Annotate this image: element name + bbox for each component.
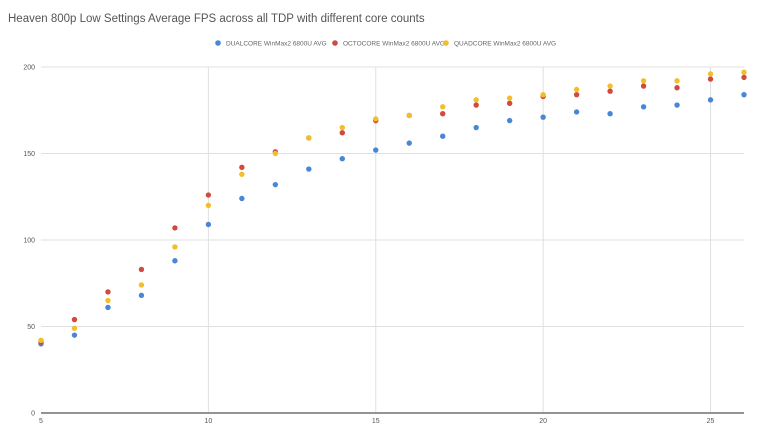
data-point-series-0: [172, 258, 178, 264]
data-point-series-0: [506, 117, 513, 124]
data-point-series-0: [440, 133, 446, 139]
legend-label: OCTOCORE WinMax2 6800U AVG: [343, 40, 445, 47]
data-point-series-0: [607, 111, 613, 117]
data-point-series-2: [71, 325, 78, 331]
legend-marker: [443, 40, 449, 46]
y-tick-label: 0: [31, 411, 35, 418]
data-point-series-1: [573, 91, 580, 98]
data-point-series-2: [674, 78, 680, 84]
data-point-series-2: [640, 78, 647, 84]
data-point-series-0: [138, 292, 145, 299]
data-point-series-1: [741, 74, 747, 81]
data-point-series-1: [506, 100, 513, 107]
data-point-series-0: [239, 195, 245, 202]
data-point-series-0: [71, 332, 78, 338]
data-point-series-2: [105, 297, 111, 304]
data-point-series-1: [440, 111, 446, 117]
data-point-series-1: [707, 76, 714, 82]
chart-title: Heaven 800p Low Settings Average FPS acr…: [8, 13, 425, 25]
legend-label: QUADCORE WinMax2 6800U AVG: [454, 40, 556, 47]
data-point-series-1: [172, 225, 178, 231]
data-point-series-1: [339, 130, 345, 136]
data-point-series-0: [741, 91, 747, 98]
data-point-series-0: [406, 140, 412, 146]
data-point-series-1: [674, 85, 680, 91]
data-point-series-0: [707, 97, 714, 103]
data-point-series-2: [573, 86, 580, 93]
data-point-series-1: [607, 88, 613, 94]
data-point-series-2: [506, 95, 513, 101]
data-point-series-1: [71, 316, 78, 323]
x-tick-label: 20: [539, 418, 547, 425]
data-point-series-0: [573, 109, 580, 115]
data-point-series-2: [373, 116, 379, 122]
data-point-series-1: [640, 83, 647, 89]
data-point-series-2: [38, 337, 44, 344]
data-point-series-0: [339, 155, 345, 162]
data-point-series-0: [373, 147, 379, 153]
data-points: [38, 69, 747, 347]
axes: 0 50 100 150 200 5 10 15 20 25: [23, 65, 744, 425]
data-point-series-0: [306, 166, 312, 172]
legend-marker: [332, 40, 338, 46]
y-tick-label: 50: [27, 324, 35, 331]
legend-marker: [215, 40, 221, 46]
data-point-series-2: [473, 97, 479, 103]
y-tick-label: 150: [23, 151, 35, 158]
data-point-series-1: [239, 164, 245, 171]
data-point-series-1: [205, 192, 212, 198]
data-point-series-2: [440, 104, 446, 110]
data-point-series-0: [540, 114, 546, 120]
y-tick-label: 200: [23, 65, 35, 72]
x-tick-label: 25: [707, 418, 715, 425]
data-point-series-0: [272, 181, 279, 188]
data-point-series-2: [272, 150, 279, 157]
data-point-series-1: [473, 102, 479, 108]
data-point-series-2: [172, 244, 178, 250]
data-point-series-0: [473, 124, 479, 131]
data-point-series-2: [138, 282, 145, 288]
data-point-series-0: [105, 304, 111, 311]
x-tick-label: 5: [39, 418, 43, 425]
data-point-series-1: [105, 289, 111, 295]
x-tick-label: 15: [372, 418, 380, 425]
x-tick-label: 10: [204, 418, 212, 425]
data-point-series-2: [205, 202, 212, 209]
data-point-series-0: [205, 221, 212, 228]
grid: [41, 66, 744, 413]
data-point-series-2: [607, 83, 613, 89]
legend-label: DUALCORE WinMax2 6800U AVG: [226, 40, 327, 47]
data-point-series-2: [239, 171, 245, 177]
data-point-series-0: [640, 104, 647, 110]
data-point-series-1: [138, 266, 145, 273]
data-point-series-2: [306, 135, 312, 141]
data-point-series-2: [741, 69, 747, 75]
data-point-series-2: [406, 112, 412, 119]
legend: DUALCORE WinMax2 6800U AVG OCTOCORE WinMa…: [215, 40, 556, 47]
y-tick-label: 100: [23, 238, 35, 245]
data-point-series-0: [674, 102, 680, 108]
data-point-series-2: [707, 71, 714, 77]
data-point-series-2: [540, 91, 546, 98]
data-point-series-2: [339, 124, 345, 131]
